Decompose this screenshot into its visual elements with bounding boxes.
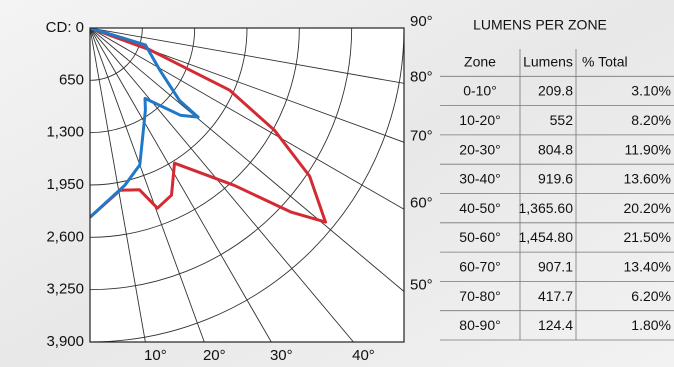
- table-cell: 30-40°: [459, 171, 500, 187]
- table-cell: 1,365.60: [519, 200, 574, 216]
- table: LUMENS PER ZONE Zone Lumens % Total 0-10° 209…: [440, 17, 674, 341]
- table-cell: 13.60%: [624, 171, 671, 187]
- table-cell: 3.10%: [631, 83, 671, 99]
- table-cell: 60-70°: [459, 258, 500, 274]
- table-cell: 13.40%: [624, 258, 671, 274]
- angle-tick-label: 40°: [352, 347, 375, 364]
- r-tick-label: 2,600: [46, 228, 84, 245]
- angle-tick-label: 30°: [270, 347, 293, 364]
- grid-radial: [90, 28, 146, 342]
- angle-tick-label: 10°: [144, 347, 167, 364]
- angle-tick-label: 60°: [410, 194, 433, 211]
- curve: [90, 28, 327, 224]
- angle-tick-label: 20°: [203, 347, 226, 364]
- grid-ring: [90, 28, 248, 186]
- plot-area: [90, 28, 404, 342]
- r-tick-label: CD: 0: [46, 19, 84, 36]
- table-cell: 50-60°: [459, 229, 500, 245]
- angle-tick-label: 90°: [410, 13, 433, 30]
- grid-ring: [90, 28, 300, 238]
- table-header: Zone: [464, 53, 496, 69]
- r-tick-label: 1,950: [46, 176, 84, 193]
- grid-radial: [90, 28, 404, 292]
- grid-ring: [90, 28, 143, 81]
- table-cell: 8.20%: [631, 112, 671, 128]
- grid-radial: [90, 28, 272, 342]
- table-cell: 1,454.80: [519, 229, 574, 245]
- grid-radial: [90, 28, 354, 342]
- table-cell: 40-50°: [459, 200, 500, 216]
- table-cell: 907.1: [538, 258, 573, 274]
- table-cell: 1.80%: [631, 317, 671, 333]
- table-cell: 0-10°: [463, 83, 497, 99]
- r-tick-label: 650: [59, 71, 84, 88]
- curves: [90, 28, 327, 224]
- grid-ring: [90, 28, 404, 342]
- table-cell: 552: [550, 112, 574, 128]
- table-header: % Total: [582, 53, 628, 69]
- table-cell: 209.8: [538, 83, 573, 99]
- curve: [90, 28, 200, 219]
- table-cell: 20.20%: [624, 200, 671, 216]
- table-cell: 11.90%: [625, 141, 671, 157]
- angle-tick-label: 70°: [410, 127, 433, 144]
- r-tick-label: 1,300: [46, 124, 84, 141]
- table-cell: 21.50%: [624, 229, 671, 245]
- table-header: Lumens: [523, 53, 573, 69]
- table-cell: 80-90°: [459, 317, 500, 333]
- labels: CD: 0 650 1,300 1,950 2,600 3,250 3,900 10° 20° 3…: [46, 13, 433, 364]
- grid-radial: [90, 28, 404, 84]
- angle-tick-label: 80°: [410, 68, 433, 85]
- table-cell: 70-80°: [459, 288, 500, 304]
- grid-ring: [90, 28, 196, 134]
- r-tick-label: 3,250: [46, 281, 84, 298]
- angle-tick-label: 50°: [410, 276, 433, 293]
- r-tick-label: 3,900: [46, 333, 84, 350]
- table-cell: 20-30°: [459, 141, 500, 157]
- table-cell: 124.4: [538, 317, 573, 333]
- table-cell: 10-20°: [459, 112, 500, 128]
- plot-frame: [89, 27, 405, 343]
- table-cell: 919.6: [538, 171, 573, 187]
- table-cell: 804.8: [538, 141, 573, 157]
- table-cell: 6.20%: [631, 288, 671, 304]
- table-cell: 417.7: [538, 288, 573, 304]
- table-title: LUMENS PER ZONE: [473, 17, 607, 33]
- grid-ring: [90, 28, 353, 291]
- grid-radial: [90, 28, 205, 342]
- grid-radial: [90, 28, 404, 210]
